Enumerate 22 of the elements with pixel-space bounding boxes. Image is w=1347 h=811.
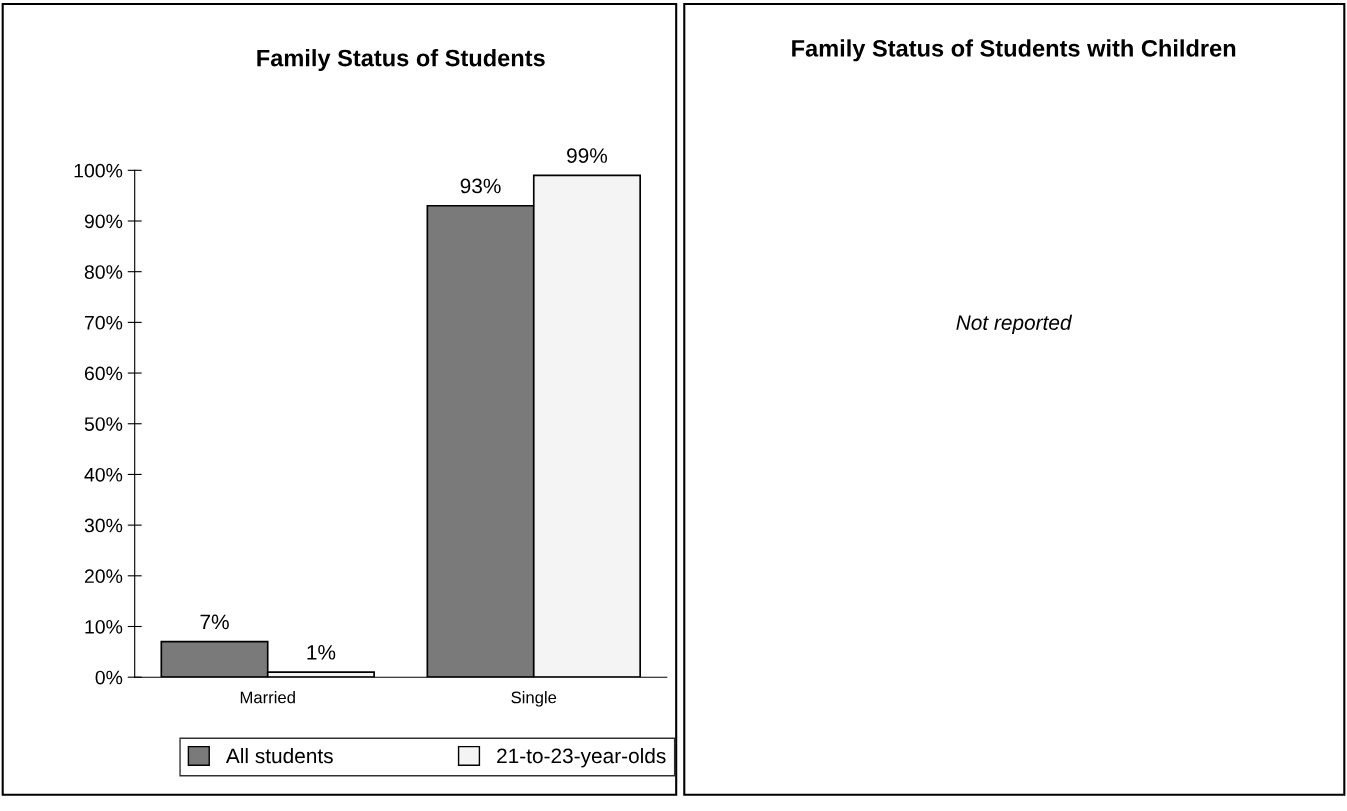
legend-label: 21-to-23-year-olds bbox=[497, 747, 666, 768]
y-tick-label: 10% bbox=[85, 619, 123, 634]
chart-title: Family Status of Students bbox=[257, 49, 545, 72]
x-tick-label: Single bbox=[511, 691, 557, 707]
y-tick-label: 30% bbox=[84, 518, 123, 533]
x-tick-label: Married bbox=[240, 691, 295, 704]
y-tick-label: 20% bbox=[84, 569, 123, 584]
data-label: 1% bbox=[307, 645, 336, 660]
y-tick-label: 80% bbox=[84, 265, 123, 279]
data-label: 99% bbox=[567, 148, 608, 163]
text: Family Status of Students with Children bbox=[792, 39, 1236, 62]
data-label: 93% bbox=[460, 178, 501, 194]
text: Not reported bbox=[956, 314, 1073, 335]
legend-label: All students bbox=[225, 747, 333, 764]
y-tick-label: 50% bbox=[84, 417, 123, 431]
y-tick-label: 90% bbox=[84, 214, 123, 229]
data-label: 7% bbox=[200, 614, 229, 630]
y-tick-label: 0% bbox=[95, 670, 123, 685]
y-tick-label: 70% bbox=[84, 315, 123, 330]
y-tick-label: 40% bbox=[84, 467, 123, 482]
y-tick-label: 100% bbox=[74, 163, 123, 178]
y-tick-label: 60% bbox=[84, 366, 123, 381]
